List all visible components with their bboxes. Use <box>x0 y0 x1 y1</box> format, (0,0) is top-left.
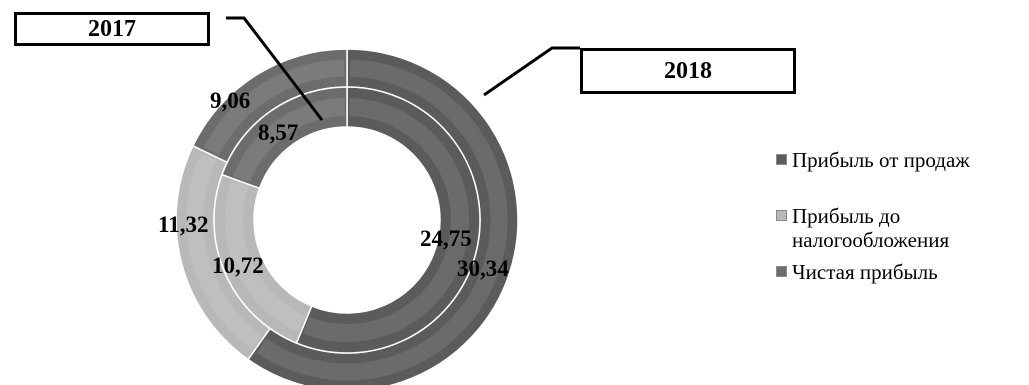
callout-2018: 2018 <box>580 48 796 94</box>
legend-swatch-net <box>776 266 787 277</box>
legend-label-sales: Прибыль от продаж <box>792 148 970 172</box>
legend-label-net: Чистая прибыль <box>792 260 938 284</box>
callout-2017: 2017 <box>14 12 210 46</box>
legend-label-pretax-line2: налогообложения <box>792 228 950 252</box>
segment-highlight-2018-sales <box>256 59 508 381</box>
label-2018-sales: 30,34 <box>457 256 509 281</box>
legend-item-pretax: Прибыль до налогообложения <box>776 204 949 252</box>
legend-label-pretax: Прибыль до налогообложения <box>792 204 949 252</box>
value-labels: 30,34 11,32 9,06 24,75 10,72 8,57 <box>158 88 509 281</box>
label-2017-net: 8,57 <box>258 120 298 145</box>
legend-item-net: Чистая прибыль <box>776 260 938 284</box>
segment-highlight-2017-net <box>233 98 346 183</box>
segment-2017-sales <box>295 86 481 354</box>
connector-2017 <box>226 16 324 121</box>
legend-swatch-pretax <box>776 210 787 221</box>
legend-item-sales: Прибыль от продаж <box>776 148 970 172</box>
label-2017-pretax: 10,72 <box>212 253 264 278</box>
label-2018-net: 9,06 <box>210 88 250 113</box>
legend-label-pretax-line1: Прибыль до <box>792 204 901 228</box>
callout-connectors <box>226 16 580 121</box>
connector-2018 <box>483 46 580 97</box>
segment-highlight-2017-sales <box>302 98 469 342</box>
segment-highlight-2017-pretax <box>225 180 306 332</box>
label-2017-sales: 24,75 <box>420 226 472 251</box>
legend-swatch-sales <box>776 154 787 165</box>
segment-highlight-2018-net <box>203 59 345 156</box>
segment-highlight-2018-pretax <box>186 153 262 350</box>
label-2018-pretax: 11,32 <box>158 212 208 237</box>
